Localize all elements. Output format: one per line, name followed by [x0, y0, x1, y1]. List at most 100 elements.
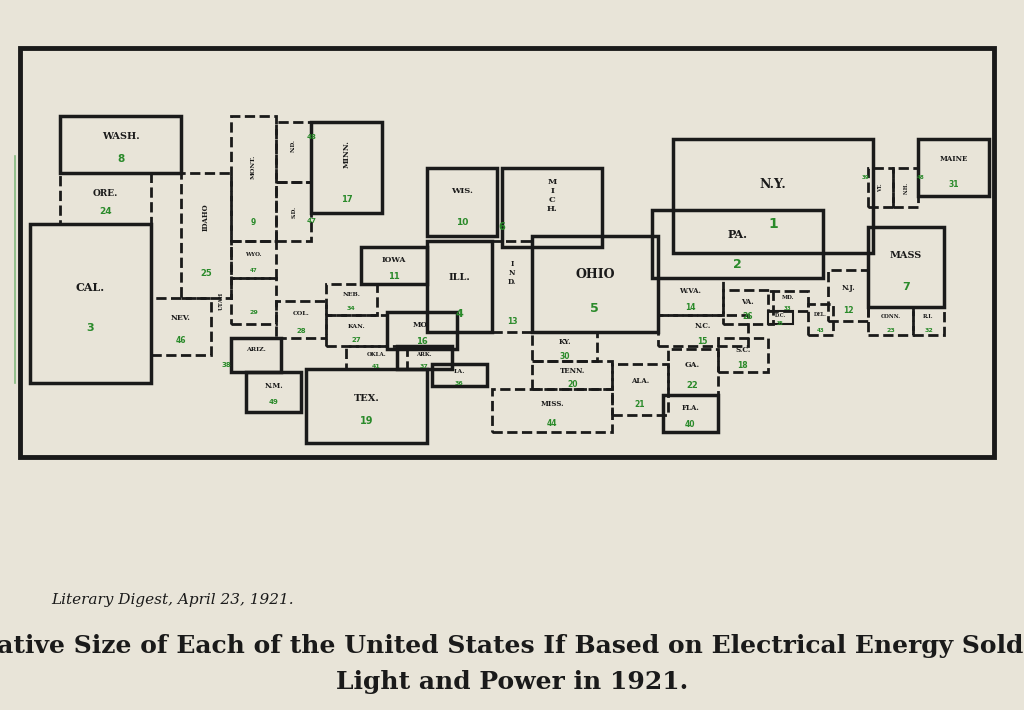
Text: 49: 49: [268, 399, 279, 405]
Bar: [246, 372, 301, 412]
Text: S.C.: S.C.: [735, 346, 751, 354]
Bar: [396, 346, 452, 369]
Text: FLA.: FLA.: [681, 404, 699, 412]
Text: 4: 4: [456, 309, 463, 319]
Bar: [612, 364, 668, 415]
Bar: [181, 173, 231, 298]
Text: N.J.: N.J.: [842, 284, 855, 292]
Text: 46: 46: [175, 337, 186, 345]
Text: 14: 14: [685, 303, 695, 312]
Text: WASH.: WASH.: [101, 132, 139, 141]
Text: TENN.: TENN.: [559, 366, 585, 375]
Bar: [427, 168, 497, 236]
Text: 10: 10: [456, 217, 468, 226]
Text: 48: 48: [918, 175, 925, 180]
Text: 22: 22: [687, 381, 698, 391]
Text: IDAHO: IDAHO: [202, 203, 210, 231]
Bar: [231, 338, 282, 372]
Bar: [868, 168, 893, 207]
Text: 30: 30: [559, 352, 570, 361]
Text: 8: 8: [117, 154, 124, 164]
Bar: [657, 278, 723, 315]
Text: 1: 1: [768, 217, 778, 231]
Text: TEX.: TEX.: [353, 394, 379, 403]
Text: M
I
C
H.: M I C H.: [547, 178, 557, 213]
Text: W.VA.: W.VA.: [679, 288, 701, 295]
Text: 32: 32: [924, 328, 933, 334]
Text: MAINE: MAINE: [939, 155, 968, 163]
Text: 7: 7: [902, 282, 909, 292]
Text: 35: 35: [777, 321, 783, 326]
Bar: [60, 116, 181, 173]
Text: KY.: KY.: [558, 338, 571, 346]
Bar: [31, 224, 151, 383]
Text: ARIZ.: ARIZ.: [246, 347, 266, 352]
Text: WYO.: WYO.: [246, 252, 262, 257]
Text: OKLA.: OKLA.: [367, 352, 386, 357]
Text: 41: 41: [372, 364, 381, 369]
Bar: [492, 389, 612, 432]
Bar: [311, 122, 382, 213]
Text: 24: 24: [99, 207, 112, 216]
Text: OHIO: OHIO: [575, 268, 614, 281]
Text: GA.: GA.: [685, 361, 700, 369]
Bar: [502, 168, 602, 247]
Text: MD.: MD.: [781, 295, 795, 300]
Text: 18: 18: [737, 361, 749, 370]
Text: NEV.: NEV.: [171, 314, 190, 322]
Text: 20: 20: [567, 381, 578, 389]
Text: ORE.: ORE.: [93, 189, 118, 198]
Text: COL.: COL.: [293, 312, 309, 317]
Bar: [231, 241, 276, 278]
Text: 9: 9: [251, 218, 256, 227]
Bar: [868, 307, 913, 335]
Text: LA.: LA.: [454, 369, 465, 374]
Text: MONT.: MONT.: [251, 154, 256, 178]
Text: N.M.: N.M.: [264, 382, 283, 390]
Bar: [231, 278, 276, 324]
Bar: [231, 116, 276, 241]
Bar: [60, 173, 151, 224]
Bar: [768, 311, 793, 324]
Bar: [919, 139, 989, 196]
Bar: [387, 312, 457, 349]
Bar: [673, 139, 873, 253]
Bar: [306, 369, 427, 443]
Bar: [427, 241, 492, 332]
Text: 13: 13: [507, 317, 517, 326]
Bar: [723, 290, 773, 324]
Text: 21: 21: [635, 400, 645, 409]
Text: 16: 16: [416, 337, 428, 346]
Text: ARK.: ARK.: [417, 352, 432, 357]
Text: 2: 2: [733, 258, 742, 271]
Text: Literary Digest, April 23, 1921.: Literary Digest, April 23, 1921.: [51, 593, 294, 607]
Bar: [868, 227, 943, 307]
Text: 37: 37: [420, 364, 429, 369]
Text: D.C.: D.C.: [775, 313, 786, 318]
Text: 48: 48: [307, 134, 316, 140]
Bar: [276, 182, 311, 241]
Bar: [276, 301, 327, 338]
Bar: [668, 349, 718, 395]
Bar: [361, 247, 427, 284]
Bar: [718, 338, 768, 372]
Text: 11: 11: [388, 272, 400, 281]
Text: 31: 31: [948, 180, 958, 189]
Bar: [432, 364, 487, 386]
Bar: [808, 304, 834, 335]
Text: MO.: MO.: [413, 322, 430, 329]
Bar: [346, 346, 407, 369]
Text: I
N
D.: I N D.: [508, 260, 516, 286]
Bar: [492, 241, 532, 332]
Text: N.H.: N.H.: [903, 181, 908, 194]
Text: MASS: MASS: [890, 251, 922, 260]
Bar: [663, 395, 718, 432]
Bar: [327, 315, 387, 346]
Text: 17: 17: [341, 195, 352, 204]
Text: DEL.: DEL.: [814, 312, 827, 317]
Text: 44: 44: [547, 419, 557, 427]
Text: CAL.: CAL.: [76, 283, 105, 293]
Text: N.Y.: N.Y.: [760, 178, 786, 191]
Text: VA.: VA.: [741, 297, 755, 305]
Bar: [532, 332, 597, 361]
